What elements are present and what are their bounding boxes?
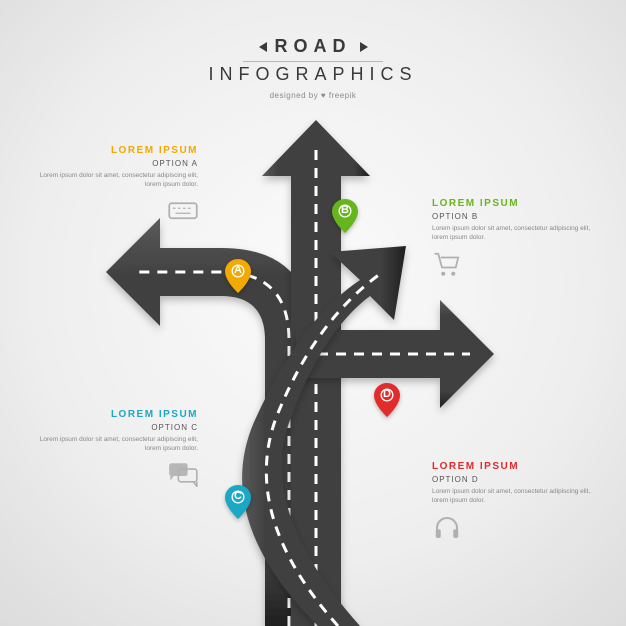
map-pin-d: D	[374, 383, 400, 417]
option-sub: OPTION A	[28, 159, 198, 168]
option-heading: LOREM IPSUM	[28, 408, 198, 422]
option-d: LOREM IPSUMOPTION D Lorem ipsum dolor sit…	[432, 460, 602, 537]
option-body: Lorem ipsum dolor sit amet, consectetur …	[28, 171, 198, 189]
option-sub: OPTION B	[432, 212, 602, 221]
option-c: LOREM IPSUMOPTION C Lorem ipsum dolor sit…	[28, 408, 198, 485]
option-body: Lorem ipsum dolor sit amet, consectetur …	[432, 224, 602, 242]
option-body: Lorem ipsum dolor sit amet, consectetur …	[28, 435, 198, 453]
pin-letter: C	[225, 490, 251, 502]
map-pin-a: A	[225, 259, 251, 293]
cart-icon	[432, 250, 462, 274]
map-pin-c: C	[225, 485, 251, 519]
option-body: Lorem ipsum dolor sit amet, consectetur …	[432, 487, 602, 505]
option-b: LOREM IPSUMOPTION B Lorem ipsum dolor sit…	[432, 197, 602, 274]
pin-letter: B	[332, 204, 358, 216]
option-heading: LOREM IPSUM	[28, 144, 198, 158]
chat-icon	[168, 461, 198, 485]
option-a: LOREM IPSUMOPTION A Lorem ipsum dolor sit…	[28, 144, 198, 221]
option-sub: OPTION D	[432, 475, 602, 484]
headphones-icon	[432, 513, 462, 537]
pin-letter: A	[225, 264, 251, 276]
option-heading: LOREM IPSUM	[432, 460, 602, 474]
option-sub: OPTION C	[28, 423, 198, 432]
pin-letter: D	[374, 388, 400, 400]
option-heading: LOREM IPSUM	[432, 197, 602, 211]
keyboard-icon	[168, 197, 198, 221]
map-pin-b: B	[332, 199, 358, 233]
